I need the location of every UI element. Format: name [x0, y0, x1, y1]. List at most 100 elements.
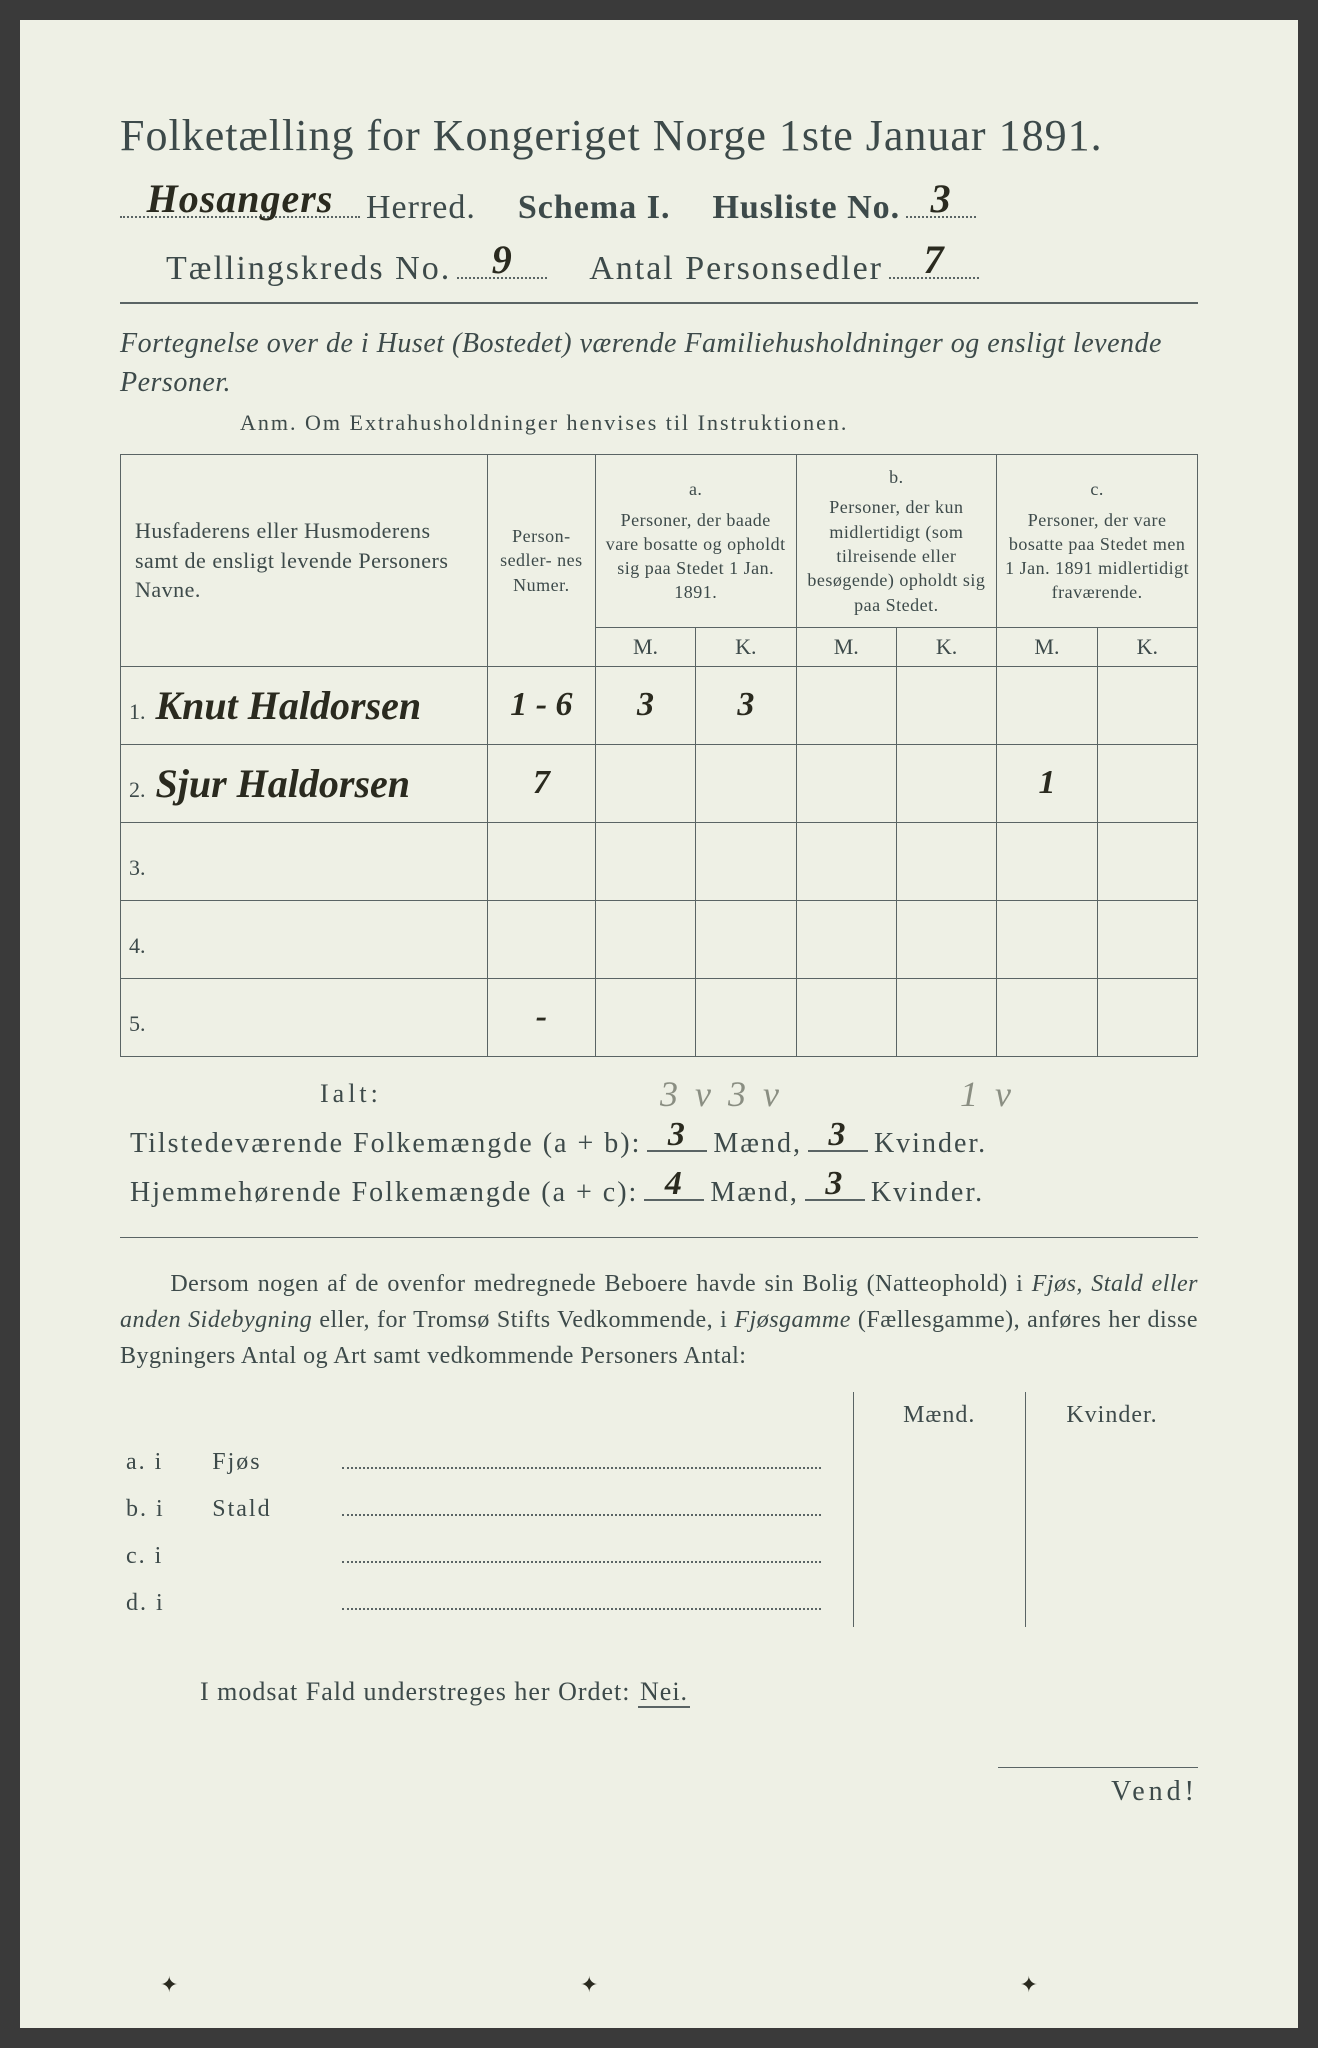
bygn-letter: c. i: [120, 1533, 206, 1580]
row-cell: -: [487, 978, 595, 1056]
schema-label: Schema I.: [518, 189, 671, 227]
page-title: Folketælling for Kongeriget Norge 1ste J…: [120, 110, 1198, 161]
col-name-header: Husfaderens eller Husmoderens samt de en…: [121, 455, 488, 667]
row-cell: [595, 900, 695, 978]
row-cell: [796, 666, 896, 744]
bygn-dots: [336, 1580, 853, 1627]
bygn-letter: b. i: [120, 1486, 206, 1533]
row-cell: [896, 900, 996, 978]
col-a-header: a. Personer, der baade vare bosatte og o…: [595, 455, 796, 628]
col-a-m: M.: [595, 627, 695, 666]
census-form-page: Folketælling for Kongeriget Norge 1ste J…: [20, 20, 1298, 2028]
dot-mark: ✦: [1020, 1972, 1038, 1998]
dot-mark: ✦: [580, 1972, 598, 1998]
row-cell: [796, 978, 896, 1056]
bygn-row: b. iStald: [120, 1486, 1198, 1533]
bygn-type: Fjøs: [206, 1439, 335, 1486]
row-cell: [1097, 978, 1197, 1056]
row-number: 4.: [129, 933, 146, 958]
sum-present-m: 3: [668, 1116, 687, 1154]
buildings-paragraph: Dersom nogen af de ovenfor medregnede Be…: [120, 1266, 1198, 1374]
table-row: 1.Knut Haldorsen1 - 633: [121, 666, 1198, 744]
bygn-row: d. i: [120, 1580, 1198, 1627]
col-c-text: Personer, der vare bosatte paa Stedet me…: [1005, 510, 1189, 603]
antal-field: 7: [889, 241, 979, 278]
antal-value: 7: [924, 236, 945, 283]
sum-resident-k: 3: [825, 1165, 844, 1203]
sum-present-k: 3: [828, 1116, 847, 1154]
col-b-header: b. Personer, der kun midlertidigt (som t…: [796, 455, 997, 628]
row-name-cell: 2.Sjur Haldorsen: [121, 744, 488, 822]
bygn-k-cell: [1026, 1486, 1199, 1533]
row-number: 5.: [129, 1011, 146, 1036]
bygn-letter: a. i: [120, 1439, 206, 1486]
row-cell-value: 1: [1038, 764, 1055, 801]
buildings-table: Mænd. Kvinder. a. iFjøsb. iStaldc. id. i: [120, 1392, 1198, 1627]
row-cell: 7: [487, 744, 595, 822]
col-a-k: K.: [696, 627, 796, 666]
row-cell: [997, 822, 1097, 900]
ialt-pencil-c: 1 v: [960, 1073, 1015, 1115]
ialt-row: Ialt: 3 v 3 v 1 v: [320, 1079, 1198, 1109]
row-cell: [896, 978, 996, 1056]
col-a-letter: a.: [602, 477, 790, 501]
nei-word: Nei.: [638, 1677, 690, 1708]
row-cell: 1: [997, 744, 1097, 822]
row-cell: 1 - 6: [487, 666, 595, 744]
anm-note: Anm. Om Extrahusholdninger henvises til …: [240, 410, 1198, 436]
col-b-letter: b.: [803, 465, 991, 489]
kreds-label: Tællingskreds No.: [166, 250, 451, 288]
sum-resident-m-field: 4: [644, 1170, 704, 1201]
sum-present-label: Tilstedeværende Folkemængde (a + b):: [130, 1128, 641, 1160]
bygn-head-k: Kvinder.: [1026, 1392, 1199, 1439]
husliste-field: 3: [906, 181, 976, 218]
row-cell: [487, 900, 595, 978]
row-name-value: Knut Haldorsen: [156, 683, 422, 728]
bygn-letter: d. i: [120, 1580, 206, 1627]
herred-field: Hosangers: [120, 181, 360, 218]
row-cell: [696, 822, 796, 900]
header-line-1: Hosangers Herred. Schema I. Husliste No.…: [120, 181, 1198, 227]
row-cell-value: -: [536, 998, 547, 1035]
row-cell: [595, 822, 695, 900]
maend-label-2: Mænd,: [710, 1177, 799, 1209]
row-cell: [1097, 744, 1197, 822]
bygn-row: c. i: [120, 1533, 1198, 1580]
header-line-2: Tællingskreds No. 9 Antal Personsedler 7: [120, 241, 1198, 287]
bygn-type: [206, 1580, 335, 1627]
col-b-k: K.: [896, 627, 996, 666]
row-cell: [796, 900, 896, 978]
bygn-dots: [336, 1486, 853, 1533]
bygn-m-cell: [853, 1486, 1025, 1533]
row-cell-value: 3: [737, 686, 754, 723]
bygn-type: Stald: [206, 1486, 335, 1533]
row-number: 1.: [129, 699, 146, 724]
col-a-text: Personer, der baade vare bosatte og opho…: [606, 510, 786, 603]
sum-present: Tilstedeværende Folkemængde (a + b): 3 M…: [130, 1121, 1198, 1160]
row-cell: [696, 900, 796, 978]
divider: [120, 302, 1198, 304]
row-name-cell: 1. Knut Haldorsen: [121, 666, 488, 744]
row-cell: [997, 666, 1097, 744]
row-cell: [696, 744, 796, 822]
row-cell: [1097, 822, 1197, 900]
bygn-dots: [336, 1533, 853, 1580]
bygn-k-cell: [1026, 1439, 1199, 1486]
sum-resident-label: Hjemmehørende Folkemængde (a + c):: [130, 1177, 638, 1209]
bygn-k-cell: [1026, 1533, 1199, 1580]
col-c-header: c. Personer, der vare bosatte paa Stedet…: [997, 455, 1198, 628]
table-row: 5. -: [121, 978, 1198, 1056]
dot-mark: ✦: [160, 1972, 178, 1998]
row-cell: [487, 822, 595, 900]
row-cell-value: 1 - 6: [510, 686, 572, 723]
row-cell: [696, 978, 796, 1056]
bygn-type: [206, 1533, 335, 1580]
herred-value: Hosangers: [147, 175, 334, 222]
husliste-value: 3: [931, 175, 952, 222]
subtitle: Fortegnelse over de i Huset (Bostedet) v…: [120, 324, 1198, 402]
row-cell: [595, 978, 695, 1056]
bygn-m-cell: [853, 1580, 1025, 1627]
herred-label: Herred.: [366, 189, 476, 227]
row-cell: [796, 744, 896, 822]
kreds-value: 9: [492, 236, 513, 283]
